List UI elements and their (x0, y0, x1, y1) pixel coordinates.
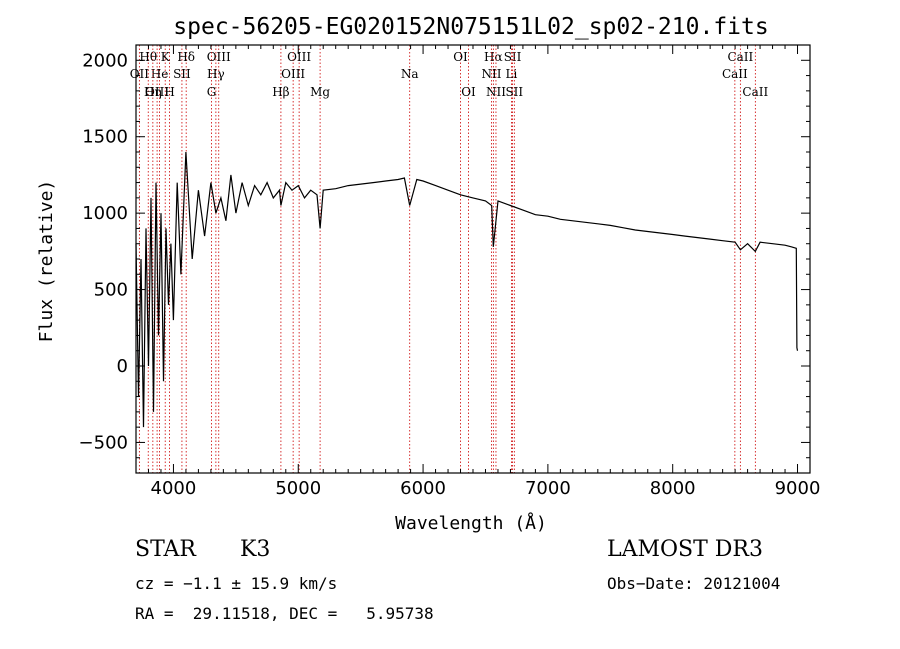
y-tick-label: 0 (117, 356, 128, 377)
spectral-line-label: OI (453, 50, 468, 64)
spectral-line-label: OI (461, 85, 476, 99)
coordinates-text: RA = 29.11518, DEC = 5.95738 (135, 604, 434, 623)
obs-date-text: Obs−Date: 20121004 (607, 574, 781, 593)
y-tick-label: 2000 (82, 50, 128, 71)
x-axis-label: Wavelength (Å) (395, 512, 547, 534)
y-tick-label: −500 (79, 432, 128, 453)
x-tick-label: 8000 (650, 478, 696, 499)
spectral-line-label: NII (481, 67, 501, 81)
spectral-line-label: SII (504, 50, 522, 64)
spectral-line-label: K (161, 50, 171, 64)
spectral-line-label: CaII (727, 50, 753, 64)
spectral-line-label: OIII (145, 85, 169, 99)
spectral-line-label: Hθ (139, 50, 157, 64)
class-label: STAR (135, 537, 196, 562)
spectral-line-label: Hγ (207, 67, 225, 81)
plot-frame (135, 44, 811, 474)
y-tick-label: 500 (94, 280, 128, 301)
spectral-line-label: OII (130, 67, 150, 81)
spectral-line-label: G (207, 85, 217, 99)
survey-label: LAMOST DR3 (607, 537, 763, 562)
spectral-line-label: Li (506, 67, 518, 81)
spectral-line-label: Hδ (177, 50, 195, 64)
x-tick-label: 7000 (525, 478, 571, 499)
redshift-text: cz = −1.1 ± 15.9 km/s (135, 574, 338, 593)
spectral-line-label: Mg (310, 85, 330, 99)
spectral-line-label: Hη (144, 85, 162, 99)
subclass-label: K3 (240, 537, 271, 562)
y-axis-label: Flux (relative) (36, 180, 57, 343)
x-tick-label: 6000 (400, 478, 446, 499)
spectral-line-label: Hα (484, 50, 503, 64)
spectral-line-markers: Hθ OII OIII K He Hη SII H Hδ OIII Hγ G Hβ OIII OIII Mg N… (130, 45, 768, 473)
x-tick-label: 9000 (775, 478, 821, 499)
spectral-line-label: SII (505, 85, 523, 99)
y-tick-label: 1500 (82, 127, 128, 148)
spectral-line-label: CaII (742, 85, 768, 99)
spectral-line-label: CaII (722, 67, 748, 81)
chart-title: spec-56205-EG020152N075151L02_sp02-210.f… (173, 14, 768, 40)
spectrum-line (135, 151, 799, 428)
x-tick-label: 5000 (275, 478, 321, 499)
axis-ticks: 4000 5000 6000 7000 8000 9000 −500 0 500 1000 1500… (79, 44, 821, 499)
spectral-line-label: H (164, 85, 174, 99)
x-tick-label: 4000 (151, 478, 197, 499)
spectral-line-label: Na (401, 67, 419, 81)
spectral-line-label: Hβ (272, 85, 289, 99)
spectral-line-label: OIII (281, 67, 305, 81)
y-tick-label: 1000 (82, 203, 128, 224)
spectral-line-label: SII (173, 67, 191, 81)
spectral-line-label: OIII (287, 50, 311, 64)
spectral-line-label: OIII (207, 50, 231, 64)
spectral-line-label: NII (486, 85, 506, 99)
spectral-line-label: He (151, 67, 169, 81)
